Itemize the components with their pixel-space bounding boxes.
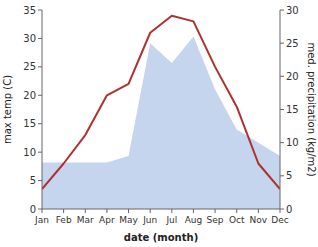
y2-tick — [280, 76, 284, 77]
x-tick — [150, 209, 151, 213]
x-tick-label: Mar — [77, 215, 94, 225]
y2-tick-label: 0 — [286, 204, 292, 215]
y-tick-label: 0 — [30, 204, 36, 215]
y2-axis-label: med. precipitation (kg/m2) — [306, 42, 317, 176]
y2-tick — [280, 10, 284, 11]
precipitation-area — [42, 37, 280, 209]
chart-container: 0 5 10 15 20 25 30 35 0 5 10 15 20 25 30 Jan Feb Mar Apr Ma… — [0, 0, 318, 247]
y2-tick — [280, 209, 284, 210]
y-tick — [38, 123, 42, 124]
y2-tick — [280, 43, 284, 44]
x-tick-label: Dec — [271, 215, 288, 225]
y2-tick-label: 5 — [286, 170, 292, 181]
x-tick — [236, 209, 237, 213]
x-tick — [171, 209, 172, 213]
y2-tick-label: 20 — [286, 71, 299, 82]
y-tick — [38, 180, 42, 181]
x-tick — [85, 209, 86, 213]
y-tick-label: 20 — [23, 90, 36, 101]
x-tick — [106, 209, 107, 213]
x-tick — [258, 209, 259, 213]
chart: 0 5 10 15 20 25 30 35 0 5 10 15 20 25 30 Jan Feb Mar Apr Ma… — [0, 0, 318, 247]
y-tick-label: 5 — [30, 175, 36, 186]
y-tick-label: 25 — [23, 61, 36, 72]
x-tick — [280, 209, 281, 213]
y2-tick-label: 25 — [286, 38, 299, 49]
y-axis-line — [42, 10, 43, 209]
y-tick — [38, 95, 42, 96]
y-tick-label: 10 — [23, 147, 36, 158]
x-tick-label: Jan — [34, 215, 49, 225]
x-tick-label: Feb — [56, 215, 72, 225]
x-tick-label: May — [119, 215, 138, 225]
y-tick-label: 30 — [23, 33, 36, 44]
y2-tick-label: 15 — [286, 104, 299, 115]
x-axis-label: date (month) — [124, 232, 198, 243]
y-tick-label: 35 — [23, 5, 36, 16]
y2-tick — [280, 142, 284, 143]
x-tick-label: Nov — [250, 215, 268, 225]
y-tick — [38, 66, 42, 67]
y2-tick-label: 30 — [286, 5, 299, 16]
x-tick-label: Jun — [142, 215, 157, 225]
y-tick — [38, 38, 42, 39]
x-tick-label: Oct — [229, 215, 245, 225]
x-tick — [42, 209, 43, 213]
x-tick — [63, 209, 64, 213]
x-tick — [193, 209, 194, 213]
x-tick-label: Aug — [185, 215, 203, 225]
temperature-line — [42, 16, 280, 189]
x-tick-label: Apr — [99, 215, 115, 225]
x-tick-label: Jul — [165, 215, 177, 225]
y-tick — [38, 209, 42, 210]
y2-tick — [280, 175, 284, 176]
y-tick — [38, 10, 42, 11]
x-tick — [128, 209, 129, 213]
x-tick-label: Sep — [207, 215, 224, 225]
x-tick — [215, 209, 216, 213]
y2-tick-label: 10 — [286, 137, 299, 148]
axes: 0 5 10 15 20 25 30 35 0 5 10 15 20 25 30 Jan Feb Mar Apr Ma… — [23, 5, 298, 226]
y-axis-label: max temp (C) — [2, 75, 13, 144]
y-tick-label: 15 — [23, 118, 36, 129]
y2-tick — [280, 109, 284, 110]
plot-area — [42, 16, 280, 209]
y-tick — [38, 152, 42, 153]
x-axis-line — [42, 209, 280, 210]
